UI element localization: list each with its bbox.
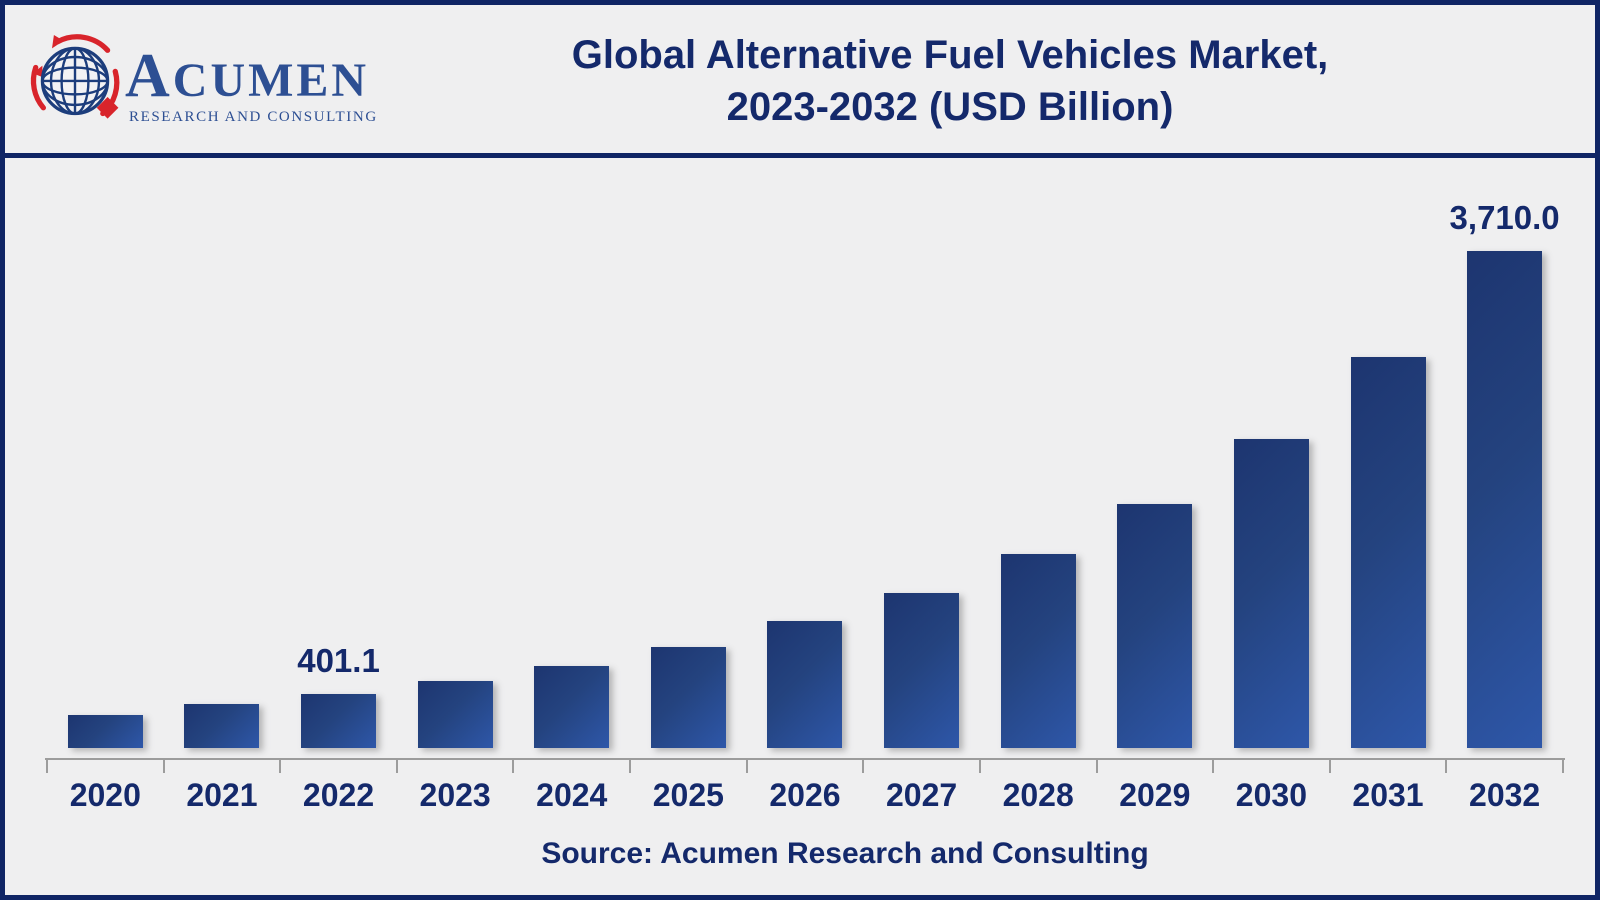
x-axis-label-2030: 2030 — [1235, 777, 1307, 813]
x-axis-label-2020: 2020 — [69, 777, 141, 813]
bar-column-2026 — [747, 621, 864, 748]
axis-tick — [1328, 760, 1331, 773]
axis-tick — [978, 760, 981, 773]
x-axis-label-2029: 2029 — [1119, 777, 1191, 813]
axis-tick — [162, 760, 165, 773]
bar-2028 — [1000, 554, 1076, 748]
bar-2031 — [1350, 357, 1426, 748]
chart-title-line2: 2023-2032 (USD Billion) — [726, 85, 1174, 129]
bar-chart-plot-area: 401.1 3,710.0 — [47, 128, 1563, 748]
bar-column-2023 — [397, 681, 514, 748]
data-label-2032: 3,710.0 — [1449, 199, 1560, 236]
bar-2032: 3,710.0 — [1450, 199, 1560, 748]
bar-2021 — [184, 704, 260, 748]
x-axis-label-2027: 2027 — [885, 777, 958, 813]
x-axis-label-2028: 2028 — [1002, 777, 1074, 813]
chart-title: Global Alternative Fuel Vehicles Market,… — [355, 29, 1545, 133]
x-axis-label-2025: 2025 — [652, 777, 724, 813]
chart-title-line1: Global Alternative Fuel Vehicles Market, — [571, 33, 1329, 77]
bar-column-2030 — [1213, 439, 1330, 748]
bar-column-2020 — [47, 715, 164, 748]
logo-wordmark-initial: A — [125, 42, 173, 110]
bar-column-2032: 3,710.0 — [1446, 199, 1563, 748]
bar-column-2022: 401.1 — [280, 642, 397, 748]
axis-tick — [512, 760, 515, 773]
bar-column-2029 — [1096, 504, 1213, 748]
bar-2026 — [767, 621, 843, 748]
logo-wordmark-rest: CUMEN — [172, 54, 370, 107]
axis-tick — [1562, 760, 1564, 773]
logo-text: ACUMEN RESEARCH AND CONSULTING — [125, 45, 378, 126]
bar-column-2031 — [1330, 357, 1447, 748]
bar-column-2024 — [513, 666, 630, 748]
bar-2029 — [1117, 504, 1193, 748]
bar-column-2028 — [980, 554, 1097, 748]
axis-tick — [1095, 760, 1098, 773]
bar-2030 — [1233, 439, 1309, 748]
data-label-2022: 401.1 — [297, 642, 380, 679]
bar-column-2021 — [164, 704, 281, 748]
bar-2025 — [650, 647, 726, 748]
bar-column-2025 — [630, 647, 747, 748]
acumen-logo: ACUMEN RESEARCH AND CONSULTING — [29, 31, 378, 129]
bar-2022: 401.1 — [297, 642, 380, 748]
axis-tick — [46, 760, 48, 773]
globe-logo-icon — [30, 34, 120, 119]
bar-2027 — [884, 593, 960, 748]
bar-2023 — [417, 681, 493, 748]
x-axis-labels: 2020 2021 2022 2023 2024 2025 2026 2027 2028 2029… — [47, 777, 1563, 814]
axis-tick — [745, 760, 748, 773]
logo-wordmark: ACUMEN — [125, 45, 378, 107]
axis-tick — [1212, 760, 1215, 773]
x-axis-label-2026: 2026 — [769, 777, 841, 813]
axis-tick — [279, 760, 282, 773]
logo-subtitle: RESEARCH AND CONSULTING — [129, 109, 378, 125]
axis-tick — [395, 760, 398, 773]
axis-tick — [862, 760, 865, 773]
x-axis-label-2021: 2021 — [186, 777, 258, 813]
axis-tick — [1445, 760, 1448, 773]
bar-2020 — [67, 715, 143, 748]
x-axis-label-2022: 2022 — [302, 777, 375, 813]
axis-tick — [629, 760, 632, 773]
x-axis-label-2024: 2024 — [536, 777, 608, 813]
header: ACUMEN RESEARCH AND CONSULTING Global Al… — [5, 5, 1595, 158]
x-axis-label-2023: 2023 — [419, 777, 491, 813]
x-axis-line — [45, 758, 1565, 760]
bar-2024 — [534, 666, 610, 748]
source-caption: Source: Acumen Research and Consulting — [541, 837, 1149, 870]
x-axis-ticks — [46, 760, 1564, 773]
bar-column-2027 — [863, 593, 980, 748]
x-axis-label-2032: 2032 — [1469, 777, 1541, 813]
x-axis-label-2031: 2031 — [1352, 777, 1424, 813]
